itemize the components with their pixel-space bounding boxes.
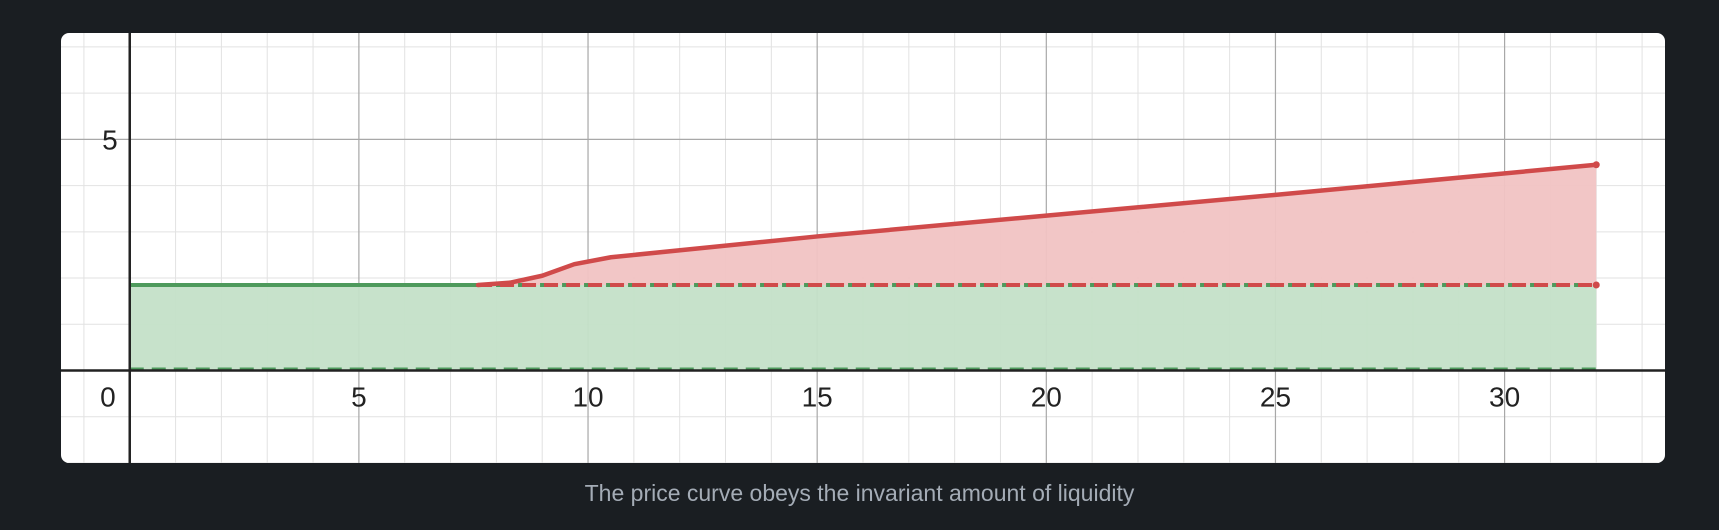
y-tick-label: 5 (102, 124, 118, 155)
x-tick-label: 30 (1489, 382, 1520, 413)
chart-card: 0 5 10 15 20 25 30 5 (61, 33, 1665, 463)
x-tick-label: 5 (351, 382, 367, 413)
price-curve-line (475, 162, 1599, 288)
x-tick-label: 15 (802, 382, 833, 413)
price-curve-endpoint (1592, 161, 1600, 169)
liquidity-area-fill (129, 284, 1597, 371)
price-baseline-endpoint (1592, 281, 1600, 289)
price-area-fill (478, 164, 1597, 285)
price-liquidity-chart: 0 5 10 15 20 25 30 5 (61, 33, 1665, 463)
figure-caption: The price curve obeys the invariant amou… (584, 480, 1135, 506)
x-tick-label: 20 (1031, 382, 1062, 413)
x-tick-label: 25 (1260, 382, 1291, 413)
x-tick-label: 10 (572, 382, 603, 413)
x-tick-label: 0 (100, 382, 116, 413)
